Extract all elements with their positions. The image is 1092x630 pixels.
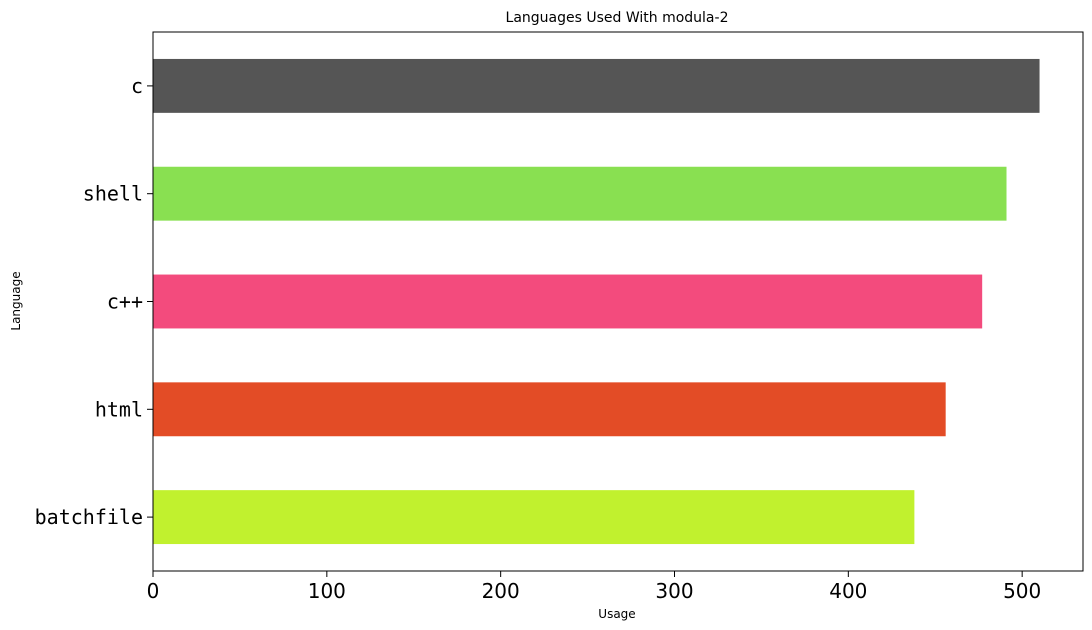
y-tick-label: html — [95, 397, 143, 421]
plot-frame — [152, 31, 1084, 572]
bar-html — [153, 382, 946, 437]
y-tick-label: c++ — [107, 290, 143, 314]
x-tick-label: 400 — [829, 579, 867, 603]
x-tick-label: 100 — [308, 579, 346, 603]
y-tick-label: shell — [83, 182, 143, 206]
x-tick-label: 200 — [482, 579, 520, 603]
y-tick-label: batchfile — [35, 505, 143, 529]
x-axis-label: Usage — [598, 607, 635, 621]
bar-shell — [153, 166, 1007, 221]
chart-title: Languages Used With modula-2 — [506, 10, 729, 26]
y-tick-label: c — [131, 74, 143, 98]
x-tick-label: 0 — [147, 579, 160, 603]
plot-area: c shell c++ html batchfile 0 100 200 300 400 500 — [35, 31, 1084, 603]
bar-c- — [153, 274, 983, 329]
x-tick-label: 300 — [655, 579, 693, 603]
bar-c — [153, 58, 1040, 113]
bar-batchfile — [153, 490, 915, 545]
y-axis-label: Language — [9, 271, 23, 330]
x-tick-label: 500 — [1003, 579, 1041, 603]
